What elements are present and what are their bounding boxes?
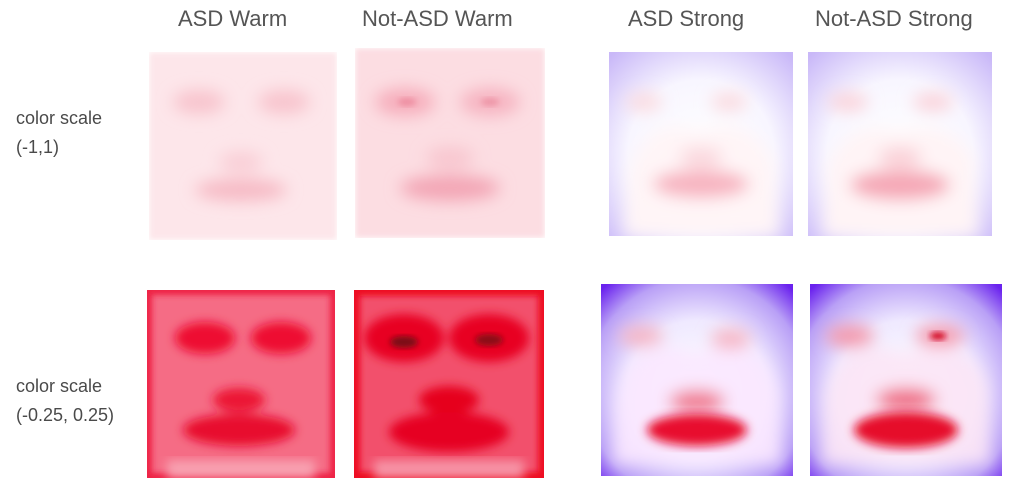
face-map-not-asd-warm-scale-1 — [355, 48, 545, 238]
row-label-scale-025: color scale (-0.25, 0.25) — [16, 372, 114, 430]
row-label-line1: color scale — [16, 108, 103, 128]
row-label-scale-1: color scale (-1,1) — [16, 104, 102, 162]
face-map-not-asd-strong-scale-025 — [810, 284, 1002, 476]
face-map-not-asd-warm-scale-025 — [354, 290, 544, 478]
face-map-asd-strong-scale-1 — [609, 52, 793, 236]
row-label-line2: (-1,1) — [16, 137, 60, 157]
row-label-line1: color scale — [16, 376, 103, 396]
column-header-asd-warm: ASD Warm — [178, 6, 288, 31]
face-map-asd-warm-scale-025 — [147, 290, 335, 478]
column-header-asd-strong: ASD Strong — [628, 6, 745, 31]
column-header-not-asd-warm: Not-ASD Warm — [362, 6, 513, 31]
face-map-asd-warm-scale-1 — [149, 52, 337, 240]
row-label-line2: (-0.25, 0.25) — [16, 405, 115, 425]
column-header-not-asd-strong: Not-ASD Strong — [815, 6, 973, 31]
face-map-not-asd-strong-scale-1 — [808, 52, 992, 236]
face-map-asd-strong-scale-025 — [601, 284, 793, 476]
